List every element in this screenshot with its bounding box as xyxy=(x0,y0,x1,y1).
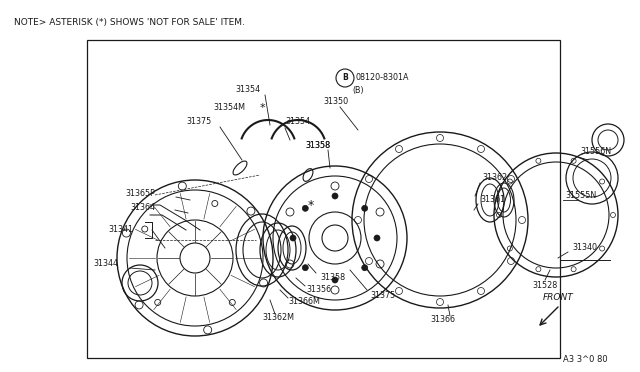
Text: B: B xyxy=(342,74,348,83)
Text: 31365P: 31365P xyxy=(125,189,155,198)
Text: 31366: 31366 xyxy=(430,315,455,324)
Text: 31528: 31528 xyxy=(532,280,557,289)
Text: 31375: 31375 xyxy=(370,291,396,299)
Text: NOTE> ASTERISK (*) SHOWS 'NOT FOR SALE' ITEM.: NOTE> ASTERISK (*) SHOWS 'NOT FOR SALE' … xyxy=(14,18,245,27)
Text: 31341: 31341 xyxy=(108,225,133,234)
Text: 08120-8301A: 08120-8301A xyxy=(355,74,408,83)
Text: 31361: 31361 xyxy=(480,196,505,205)
Bar xyxy=(87,40,560,358)
Text: A3 3^0 80: A3 3^0 80 xyxy=(563,356,608,365)
Text: 31358: 31358 xyxy=(305,141,330,150)
Text: 31362: 31362 xyxy=(482,173,507,183)
Text: *: * xyxy=(308,199,314,212)
Text: 31358: 31358 xyxy=(320,273,345,282)
Text: (B): (B) xyxy=(352,86,364,94)
Text: 31340: 31340 xyxy=(572,244,597,253)
Circle shape xyxy=(290,235,296,241)
Text: 31350: 31350 xyxy=(323,97,348,106)
Text: 31555N: 31555N xyxy=(565,190,596,199)
Text: 31556N: 31556N xyxy=(580,148,611,157)
Text: 31354M: 31354M xyxy=(213,103,245,112)
Circle shape xyxy=(362,205,368,211)
Circle shape xyxy=(332,193,338,199)
Text: FRONT: FRONT xyxy=(543,294,573,302)
Text: 31358: 31358 xyxy=(305,141,330,150)
Text: *: * xyxy=(260,103,266,113)
Circle shape xyxy=(332,277,338,283)
Text: 31362M: 31362M xyxy=(262,314,294,323)
Circle shape xyxy=(374,235,380,241)
Text: 31375: 31375 xyxy=(186,118,211,126)
Text: 31344: 31344 xyxy=(93,259,118,267)
Text: 31356: 31356 xyxy=(306,285,331,295)
Text: 31354: 31354 xyxy=(285,118,310,126)
Text: 31364: 31364 xyxy=(130,202,155,212)
Text: 31354: 31354 xyxy=(235,86,260,94)
Text: 31366M: 31366M xyxy=(288,298,320,307)
Circle shape xyxy=(362,265,368,271)
Circle shape xyxy=(302,205,308,211)
Circle shape xyxy=(302,265,308,271)
